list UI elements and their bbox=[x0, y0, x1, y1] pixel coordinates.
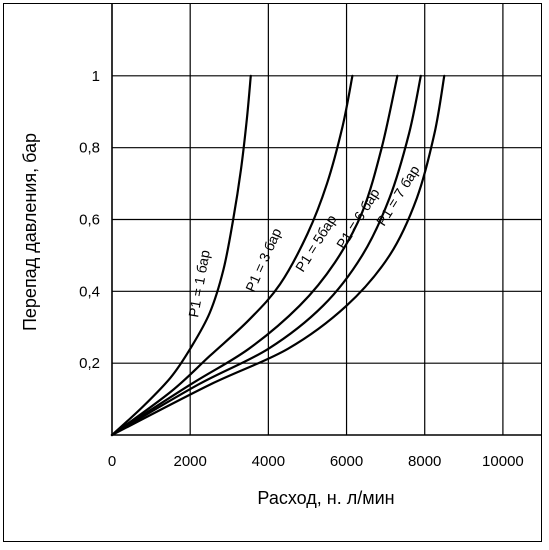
x-tick-label: 0 bbox=[108, 453, 116, 470]
curve-label: P1 = 1 бар bbox=[185, 249, 213, 319]
curves bbox=[110, 74, 446, 437]
curve-label: P1 = 3 бар bbox=[242, 225, 284, 294]
x-tick-label: 10000 bbox=[482, 453, 524, 470]
y-tick-label: 0,4 bbox=[79, 283, 100, 300]
y-tick-label: 0,8 bbox=[79, 140, 100, 157]
curve-p1-2 bbox=[110, 74, 354, 437]
curve-p1-3 bbox=[110, 74, 399, 437]
y-tick-label: 0,6 bbox=[79, 212, 100, 229]
x-axis-label: Расход, н. л/мин bbox=[257, 488, 394, 508]
x-tick-label: 6000 bbox=[330, 453, 363, 470]
chart-frame bbox=[3, 3, 542, 542]
x-tick-label: 4000 bbox=[252, 453, 285, 470]
curve-p1-5 bbox=[110, 74, 446, 437]
x-tick-labels: 0 2000 4000 6000 8000 10000 bbox=[108, 453, 524, 470]
grid bbox=[111, 4, 542, 436]
x-tick-label: 8000 bbox=[408, 453, 441, 470]
y-tick-labels: 0,2 0,4 0,6 0,8 1 bbox=[79, 68, 100, 372]
x-tick-label: 2000 bbox=[173, 453, 206, 470]
y-axis-label: Перепад давления, бар bbox=[20, 133, 40, 331]
y-tick-label: 0,2 bbox=[79, 355, 100, 372]
curve-p1-4 bbox=[110, 74, 422, 437]
curve-p1-1 bbox=[110, 74, 252, 437]
y-tick-label: 1 bbox=[92, 68, 100, 85]
